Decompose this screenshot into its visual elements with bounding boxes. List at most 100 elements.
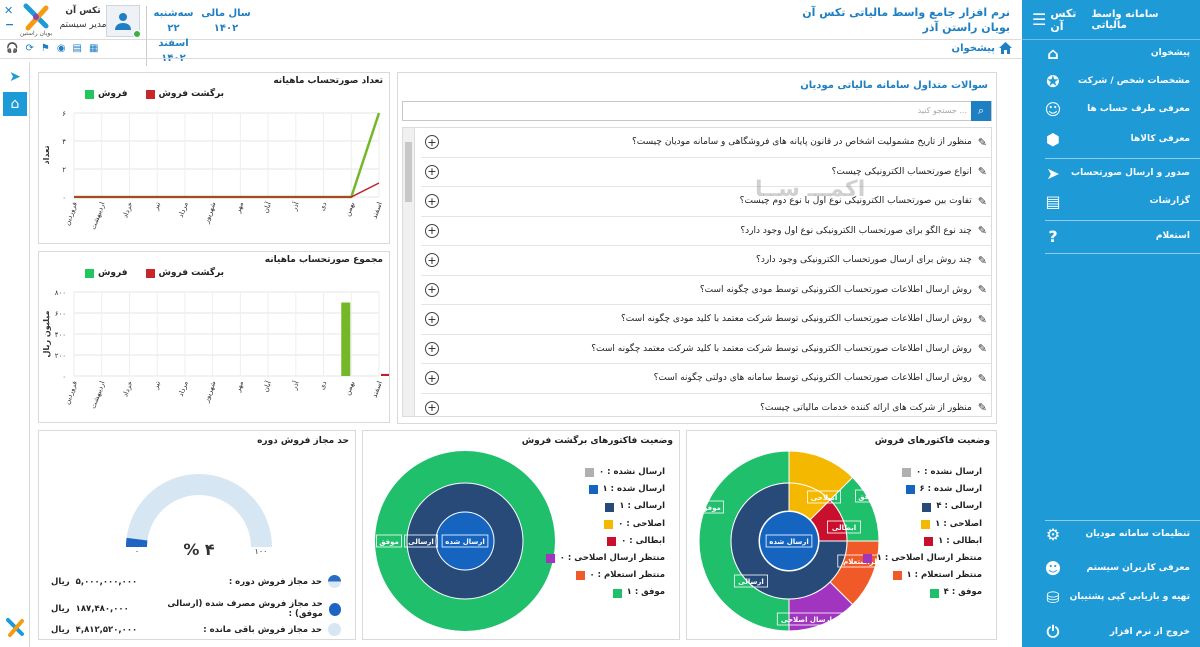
scrollbar[interactable]: [403, 128, 415, 416]
faq-item[interactable]: + روش ارسال اطلاعات صورتحساب الکترونیکی ت…: [421, 364, 991, 394]
expand-plus-icon[interactable]: +: [425, 282, 439, 297]
document-icon[interactable]: ▤: [72, 43, 82, 54]
faq-question[interactable]: روش ارسال اطلاعات صورتحساب الکترونیکی تو…: [591, 343, 972, 354]
faq-question[interactable]: روش ارسال اطلاعات صورتحساب الکترونیکی تو…: [621, 314, 972, 325]
flag-icon[interactable]: ⚑: [40, 43, 50, 54]
ring-label: ارسالی: [404, 534, 439, 548]
legend-swatch: [585, 468, 595, 478]
sidebar-item-1[interactable]: ✪ مشخصات شخص / شرکت: [1022, 69, 1200, 93]
ring-label-box: [441, 534, 489, 548]
edit-note-icon: ✎: [977, 135, 987, 149]
legend-item-label: منتظر ارسال اصلاحی : ۰: [559, 553, 665, 564]
search-icon[interactable]: ⌕: [971, 101, 991, 121]
x-tick-label: خرداد: [121, 201, 134, 219]
breadcrumb-label[interactable]: پیشخوان: [951, 42, 995, 54]
legend-item: ابطالی : ۱: [863, 533, 982, 550]
legend-item-label: ارسالی : ۱: [619, 501, 665, 512]
x-tick-label: بهمن: [344, 201, 357, 217]
expand-plus-icon[interactable]: +: [425, 164, 439, 179]
power-icon: ⏻: [1046, 622, 1060, 641]
sidebar-item-3[interactable]: ⬢ معرفی کالاها: [1022, 127, 1200, 151]
home-shortcut-icon[interactable]: ⌂: [3, 92, 27, 116]
expand-plus-icon[interactable]: +: [425, 253, 439, 268]
edit-note-icon: ✎: [977, 401, 987, 415]
x-tick-label: مهر: [234, 201, 246, 215]
faq-item[interactable]: + منظور از تاریخ مشمولیت اشخاص در قانون پ…: [421, 128, 991, 158]
faq-question[interactable]: روش ارسال اطلاعات صورتحساب الکترونیکی تو…: [699, 284, 972, 295]
x-tick-label: آذر: [289, 200, 301, 213]
x-tick-label: اسفند: [370, 380, 383, 399]
ring-label-text: موفق: [379, 538, 399, 546]
expand-plus-icon[interactable]: +: [425, 400, 439, 415]
legend-swatch: [575, 571, 585, 581]
sales-status-legend: ارسال نشده : ۰ ارسال شده : ۶ ارسالی : ۴ اصل…: [862, 464, 982, 602]
refresh-icon[interactable]: ⟳: [25, 43, 34, 54]
return-status-panel: وضعیت فاکتورهای برگشت فروش ارسال شده ارسا…: [362, 430, 680, 640]
legend-swatch: [612, 588, 622, 598]
y-tick-label: ۲: [62, 166, 66, 174]
hamburger-menu-icon[interactable]: ☰: [1032, 10, 1047, 29]
sidebar-item-9[interactable]: ⛁ تهیه و بازیابی کپی پشتیبان: [1022, 585, 1200, 609]
x-tick-label: شهریور: [202, 380, 217, 404]
sidebar-item-2[interactable]: ☺ معرفی طرف حساب ها: [1022, 97, 1200, 121]
expand-plus-icon[interactable]: +: [425, 223, 439, 238]
legend-returns-label: برگشت فروش: [158, 268, 225, 278]
toolbar-row: 🎧 ⟳ ⚑ ◉ ▤ ▦ پیشخوان: [0, 40, 1022, 59]
sidebar-item-8[interactable]: ☻ معرفی کاربران سیستم: [1022, 556, 1200, 580]
close-icon[interactable]: ✕: [4, 4, 14, 17]
faq-question[interactable]: انواع صورتحساب الکترونیکی چیست؟: [831, 166, 972, 177]
chart-legend: برگشت فروش فروش: [85, 268, 224, 278]
faq-item[interactable]: + چند روش برای ارسال صورتحساب الکترونیکی …: [421, 246, 991, 276]
sidebar-item-10[interactable]: ⏻ خروج از نرم افزار: [1022, 620, 1200, 644]
record-icon[interactable]: ◉: [56, 43, 66, 54]
search-input[interactable]: جستجو کنید ...: [917, 106, 967, 115]
expand-plus-icon[interactable]: +: [425, 371, 439, 386]
ring-label: موفق: [376, 534, 402, 548]
faq-item[interactable]: + منظور از شرکت های ارائه کننده خدمات مال…: [421, 394, 991, 417]
ring-label-box: [734, 574, 769, 588]
sidebar-item-4[interactable]: ➤ صدور و ارسال صورتحساب: [1022, 161, 1200, 185]
legend-item-label: منتظر ارسال اصلاحی : ۱: [876, 553, 982, 564]
faq-item[interactable]: + تفاوت بین صورتحساب الکترونیکی نوع اول ب…: [421, 187, 991, 217]
send-shortcut-icon[interactable]: ➤: [9, 69, 21, 85]
limit-dot-icon: [328, 575, 341, 588]
limit-row-value: ۱۸۷,۴۸۰,۰۰۰: [75, 604, 129, 614]
faq-question[interactable]: چند نوع الگو برای صورتحساب الکترونیکی نو…: [740, 225, 972, 236]
legend-sales-label: فروش: [98, 89, 128, 99]
home-icon[interactable]: [999, 42, 1012, 54]
avatar[interactable]: [106, 5, 141, 38]
faq-item[interactable]: + چند نوع الگو برای صورتحساب الکترونیکی ن…: [421, 217, 991, 246]
expand-plus-icon[interactable]: +: [425, 194, 439, 209]
legend-item: موفق : ۴: [863, 584, 982, 601]
sidebar-item-0[interactable]: ⌂ پیشخوان: [1022, 41, 1200, 65]
expand-plus-icon[interactable]: +: [425, 135, 439, 150]
legend-item-label: ارسال شده : ۱: [602, 484, 666, 495]
sidebar-item-6[interactable]: ? استعلام: [1022, 224, 1200, 248]
ring-label-box: [776, 612, 858, 626]
legend-item: منتظر ارسال اصلاحی : ۰: [545, 550, 665, 567]
x-tick-label: خرداد: [121, 380, 134, 398]
faq-question[interactable]: چند روش برای ارسال صورتحساب الکترونیکی و…: [756, 255, 972, 266]
faq-question[interactable]: تفاوت بین صورتحساب الکترونیکی نوع اول با…: [739, 196, 972, 207]
faq-item[interactable]: + روش ارسال اطلاعات صورتحساب الکترونیکی ت…: [421, 335, 991, 364]
sidebar-item-5[interactable]: ▤ گزارشات: [1022, 189, 1200, 213]
faq-question[interactable]: منظور از شرکت های ارائه کننده خدمات مالی…: [760, 402, 972, 413]
calculator-icon[interactable]: ▦: [89, 43, 99, 54]
sidebar-item-7[interactable]: ⚙ تنظیمات سامانه مودیان: [1022, 522, 1200, 546]
faq-item[interactable]: + روش ارسال اطلاعات صورتحساب الکترونیکی ت…: [421, 305, 991, 335]
expand-plus-icon[interactable]: +: [425, 341, 439, 356]
limit-dot-icon: [328, 602, 341, 616]
x-tick-label: تیر: [151, 380, 162, 391]
headset-icon[interactable]: 🎧: [6, 43, 19, 54]
legend-swatch: [607, 536, 617, 546]
fiscal-year-block[interactable]: سال مالی ۱۴۰۲: [200, 6, 252, 36]
faq-question[interactable]: روش ارسال اطلاعات صورتحساب الکترونیکی تو…: [653, 373, 972, 384]
question-icon: ?: [1048, 226, 1058, 246]
faq-item[interactable]: + انواع صورتحساب الکترونیکی چیست؟ ✎: [421, 158, 991, 187]
ring-label-text: موفق: [858, 493, 878, 501]
minimize-icon[interactable]: −: [5, 18, 15, 31]
faq-item[interactable]: + روش ارسال اطلاعات صورتحساب الکترونیکی ت…: [421, 276, 991, 305]
expand-plus-icon[interactable]: +: [425, 312, 439, 327]
faq-question[interactable]: منظور از تاریخ مشمولیت اشخاص در قانون پا…: [632, 137, 972, 148]
send-icon: ➤: [1046, 163, 1060, 183]
